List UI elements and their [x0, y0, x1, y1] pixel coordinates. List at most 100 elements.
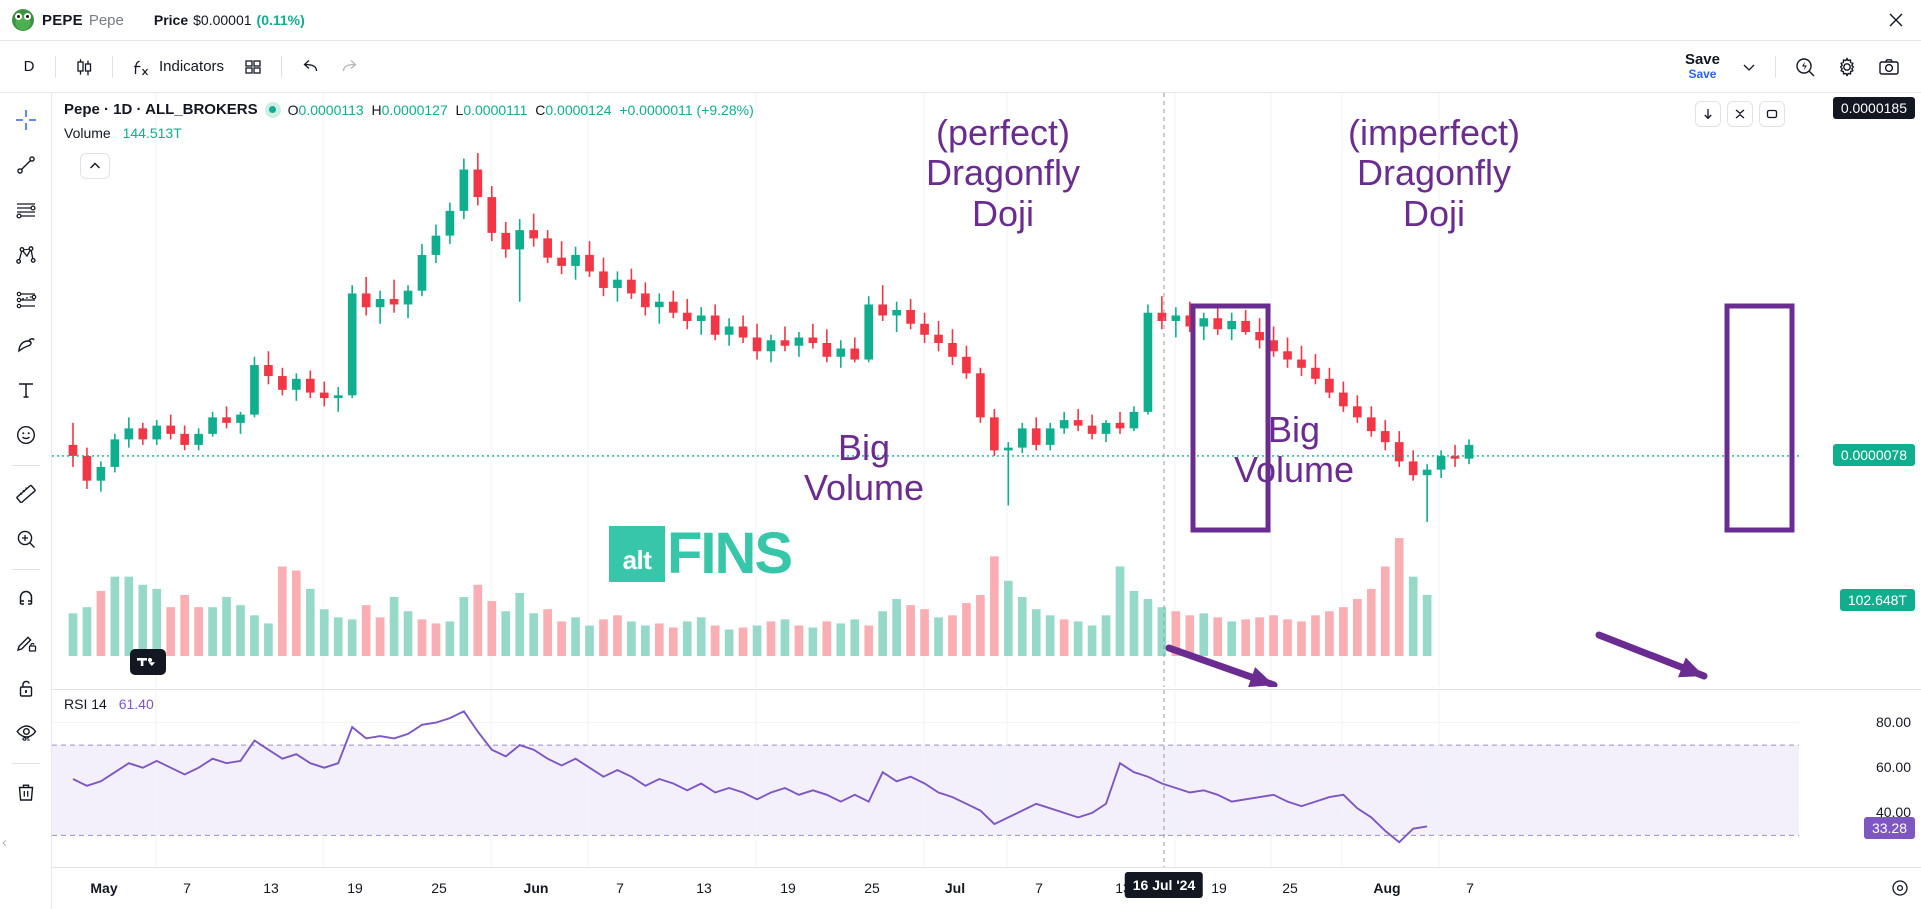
- toolbar-divider: [55, 55, 56, 78]
- time-axis-label: 13: [1115, 880, 1131, 896]
- chart-pane-controls: [1695, 101, 1785, 127]
- close-icon[interactable]: [1885, 9, 1907, 31]
- time-axis-label: 13: [263, 880, 279, 896]
- gear-icon: [1835, 55, 1859, 79]
- time-axis-label: Jul: [944, 880, 966, 896]
- candlestick-chart-icon: [73, 56, 95, 78]
- volume-legend: Volume 144.513T: [64, 125, 182, 141]
- save-sublabel: Save: [1688, 67, 1717, 82]
- rsi-label: RSI 14: [64, 696, 107, 712]
- time-axis-label: 19: [780, 880, 796, 896]
- price-change: (0.11%): [256, 12, 305, 28]
- rsi-pane[interactable]: RSI 14 61.40: [52, 689, 1799, 867]
- undo-icon: [299, 56, 321, 78]
- settings-button[interactable]: [1827, 50, 1867, 84]
- indicators-button[interactable]: Indicators: [122, 50, 232, 84]
- price-pane[interactable]: alt FINS Pepe · 1D · ALL_BROKERS O0.0000…: [52, 93, 1799, 687]
- interval-button[interactable]: D: [12, 50, 46, 84]
- horizontal-lines-icon[interactable]: [7, 191, 45, 229]
- quick-search-icon: [1793, 55, 1817, 79]
- legend-ohlc: O0.0000113 H0.0000127 L0.0000111 C0.0000…: [288, 102, 754, 118]
- brush-icon[interactable]: [7, 326, 45, 364]
- time-axis-label: Aug: [1373, 880, 1401, 896]
- ohlc-o: 0.0000113: [298, 101, 364, 118]
- ohlc-o-key: O: [287, 101, 299, 118]
- volume-axis-badge: 102.648T: [1839, 588, 1915, 611]
- ohlc-c: 0.0000124: [545, 101, 612, 118]
- sidebar-divider: [11, 569, 40, 570]
- zoom-in-icon[interactable]: [7, 520, 45, 558]
- ohlc-c-key: C: [535, 101, 546, 118]
- pepe-frog-logo-icon: [12, 9, 34, 31]
- drawing-tools-sidebar: [0, 93, 52, 909]
- volume-value: 144.513T: [122, 125, 182, 141]
- maximize-pane-icon[interactable]: [1759, 101, 1785, 127]
- remove-drawings-icon[interactable]: [7, 773, 45, 811]
- interval-label: D: [23, 58, 35, 75]
- layouts-button[interactable]: [234, 50, 272, 84]
- time-axis[interactable]: 16 Jul '24 May 7 13 19 25 Jun 7 13 19 25 Jul 7 13 19 2…: [52, 867, 1921, 909]
- indicators-label: Indicators: [159, 58, 225, 75]
- legend-title: Pepe · 1D · ALL_BROKERS: [64, 101, 258, 118]
- hide-drawings-icon[interactable]: [7, 714, 45, 752]
- fib-retracement-icon[interactable]: [7, 281, 45, 319]
- rsi-tick-60: 60.00: [1875, 758, 1911, 775]
- time-axis-label: 25: [864, 880, 880, 896]
- symbol-bar: PEPE Pepe Price $0.00001 (0.11%): [0, 0, 1921, 41]
- redo-button[interactable]: [331, 50, 369, 84]
- time-axis-label: 25: [1282, 880, 1298, 896]
- crosshair-time-badge: 16 Jul '24: [1124, 872, 1204, 898]
- price-label: Price: [153, 12, 189, 28]
- chart-type-button[interactable]: [65, 50, 103, 84]
- collapse-pane-icon[interactable]: [80, 153, 110, 179]
- clock-icon[interactable]: [1891, 879, 1909, 902]
- time-axis-label: 7: [1035, 880, 1043, 896]
- text-tool-icon[interactable]: [7, 371, 45, 409]
- time-axis-label: 25: [431, 880, 447, 896]
- legend-visibility-icon[interactable]: [264, 101, 281, 118]
- rsi-value-badge: 33.28: [1863, 817, 1915, 840]
- fx-icon: [130, 56, 152, 78]
- toolbar-divider: [1775, 55, 1776, 78]
- tradingview-logo-icon[interactable]: [130, 649, 166, 675]
- last-price-badge: 0.0000078: [1832, 443, 1915, 466]
- rsi-plot: [52, 690, 1799, 867]
- undo-button[interactable]: [291, 50, 329, 84]
- emoji-icon[interactable]: [7, 416, 45, 454]
- save-button[interactable]: Save Save: [1675, 48, 1730, 86]
- rsi-tick-80: 80.00: [1875, 713, 1911, 730]
- ohlc-h-key: H: [371, 101, 382, 118]
- camera-icon: [1877, 55, 1901, 79]
- save-label: Save: [1684, 50, 1720, 68]
- rsi-value: 61.40: [118, 696, 154, 712]
- symbol-ticker: PEPE: [42, 11, 83, 29]
- time-axis-label: 19: [347, 880, 363, 896]
- measure-ruler-icon[interactable]: [7, 475, 45, 513]
- chart-toolbar: D Indicators: [0, 41, 1921, 93]
- symbol-name: Pepe: [88, 11, 124, 29]
- crosshair-icon[interactable]: [7, 101, 45, 139]
- rsi-tick-40: 40.00: [1875, 803, 1911, 820]
- save-menu-button[interactable]: [1732, 50, 1766, 84]
- collapse-chevrons-icon[interactable]: [1727, 101, 1753, 127]
- chevron-down-icon: [1740, 58, 1758, 76]
- ohlc-change: +0.0000011 (+9.28%): [619, 101, 754, 118]
- candlestick-plot: [52, 93, 1799, 687]
- snapshot-button[interactable]: [1869, 50, 1909, 84]
- time-axis-label: Jun: [523, 880, 549, 896]
- quick-search-button[interactable]: [1785, 50, 1825, 84]
- scroll-left-icon[interactable]: ‹: [2, 834, 7, 851]
- scroll-to-realtime-icon[interactable]: [1695, 101, 1721, 127]
- trend-line-icon[interactable]: [7, 146, 45, 184]
- magnet-icon[interactable]: [7, 579, 45, 617]
- price-group: Price $0.00001 (0.11%): [154, 12, 305, 28]
- ohlc-l: 0.0000111: [463, 101, 528, 118]
- lock-drawings-icon[interactable]: [7, 669, 45, 707]
- price-axis-top-badge: 0.0000185: [1832, 97, 1915, 119]
- price-axis[interactable]: 0.0000185 0.0000078 102.648T: [1799, 93, 1921, 687]
- stay-in-drawing-mode-icon[interactable]: [7, 624, 45, 662]
- rsi-axis[interactable]: 80.00 60.00 40.00 33.28: [1799, 689, 1921, 867]
- pitchfork-icon[interactable]: [7, 236, 45, 274]
- time-axis-label: 13: [696, 880, 712, 896]
